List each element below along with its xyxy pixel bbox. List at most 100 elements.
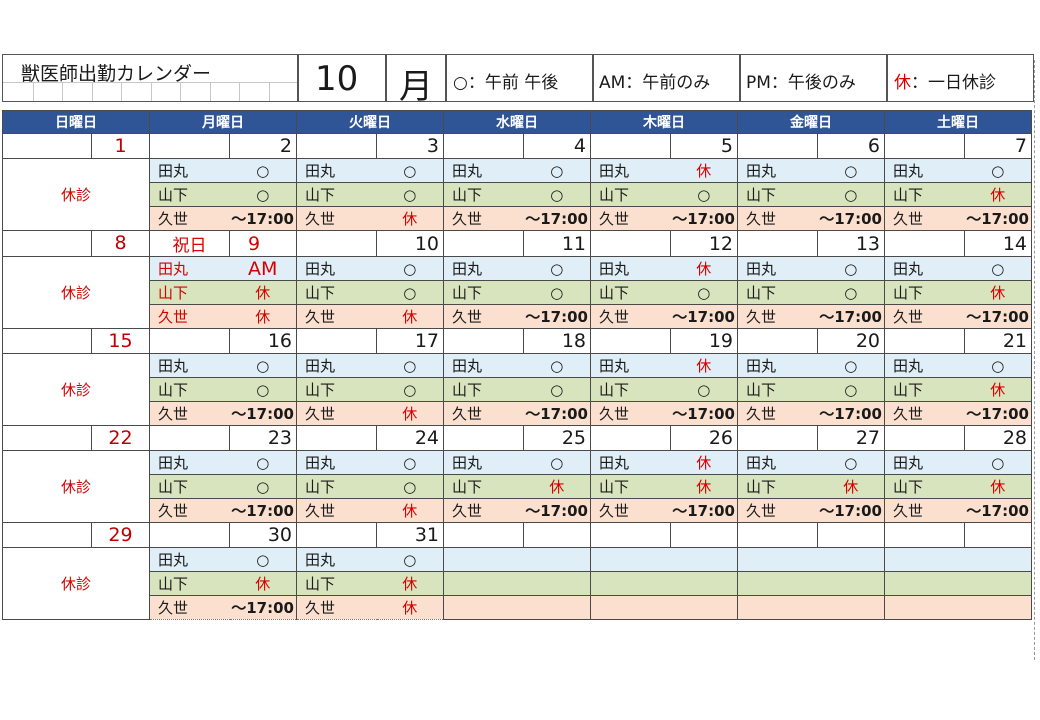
- doctor-name: 田丸: [737, 256, 818, 281]
- empty-cell: [590, 595, 738, 620]
- shift-value: ○: [670, 377, 738, 402]
- doctor-name: 田丸: [443, 450, 524, 475]
- date-blank-cell: [737, 230, 818, 257]
- doctor-name: 山下: [296, 280, 377, 305]
- shift-value: 休: [670, 450, 738, 475]
- sunday-closed-label: 休診: [2, 353, 150, 426]
- doctor-name: 田丸: [149, 158, 230, 183]
- date-blank-cell: [296, 425, 377, 451]
- weekday-sat: 土曜日: [884, 110, 1032, 134]
- empty-cell: [443, 571, 591, 596]
- date-blank-cell: [590, 522, 671, 548]
- legend-kyu-char: 休: [894, 73, 911, 93]
- shift-value: 休: [670, 353, 738, 378]
- legend-kyu: 休：一日休診: [894, 68, 996, 93]
- sunday-date-cell: 15: [2, 328, 150, 354]
- shift-value: ○: [817, 182, 885, 207]
- shift-value: ～17:00: [670, 206, 738, 231]
- sunday-date-cell: 29: [2, 522, 150, 548]
- shift-value: ～17:00: [523, 498, 591, 523]
- empty-cell: [884, 547, 1032, 572]
- date-number: 31: [376, 522, 444, 548]
- weekday-sun: 日曜日: [2, 110, 150, 134]
- date-number: 28: [964, 425, 1032, 451]
- shift-value: ○: [817, 450, 885, 475]
- month-kanji: 月: [399, 67, 433, 107]
- shift-value: ○: [817, 353, 885, 378]
- doctor-name: 山下: [737, 474, 818, 499]
- doctor-name: 田丸: [149, 547, 230, 572]
- weekday-header-row: 日曜日 月曜日 火曜日 水曜日 木曜日 金曜日 土曜日: [2, 110, 1032, 134]
- shift-value: ○: [964, 450, 1032, 475]
- doctor-name: 山下: [737, 182, 818, 207]
- title-box: 獣医師出勤カレンダー: [2, 54, 298, 102]
- date-number: 29: [108, 524, 133, 546]
- doctor-name: 山下: [884, 474, 965, 499]
- shift-row-tamaru: 休診 田丸 ○ 田丸 ○ 田丸 ○ 田丸休田丸 ○ 田丸 ○: [2, 353, 1032, 426]
- doctor-name: 山下: [149, 377, 230, 402]
- empty-cell: [884, 595, 1032, 620]
- date-number: 30: [229, 522, 297, 548]
- shift-value: 休: [376, 595, 444, 620]
- empty-cell: [590, 547, 738, 572]
- date-blank-cell: [884, 133, 965, 159]
- date-number: 14: [964, 230, 1032, 257]
- date-blank-cell: [737, 425, 818, 451]
- doctor-name: 田丸: [296, 450, 377, 475]
- doctor-name: 山下: [443, 182, 524, 207]
- doctor-name: 山下: [149, 182, 230, 207]
- shift-value: ○: [523, 182, 591, 207]
- empty-cell: [737, 571, 885, 596]
- shift-value: ○: [229, 547, 297, 572]
- date-number: 16: [229, 328, 297, 354]
- shift-value: ～17:00: [670, 304, 738, 329]
- shift-value: ～17:00: [817, 498, 885, 523]
- empty-cell: [443, 595, 591, 620]
- shift-value: ～17:00: [817, 304, 885, 329]
- doctor-name: 田丸: [884, 256, 965, 281]
- shift-value: ○: [964, 353, 1032, 378]
- shift-row-yamashita: 山下 ○ 山下 ○ 山下 ○ 山下 ○ 山下 ○ 山下休: [3, 182, 1032, 207]
- date-blank-cell: [737, 133, 818, 159]
- shift-value: ○: [670, 182, 738, 207]
- doctor-name: 山下: [590, 377, 671, 402]
- doctor-name: 久世: [737, 498, 818, 523]
- date-blank-cell: [296, 230, 377, 257]
- legend-am: AM：午前のみ: [599, 73, 711, 93]
- shift-value: ○: [376, 182, 444, 207]
- date-number: 18: [523, 328, 591, 354]
- shift-value: ○: [523, 450, 591, 475]
- doctor-name: 田丸: [296, 158, 377, 183]
- shift-row-kuse: 久世 ～17:00 久世休久世 ～17:00 久世 ～17:00 久世 ～17:00 久世 ～17…: [3, 498, 1032, 523]
- date-number: 20: [817, 328, 885, 354]
- doctor-name: 久世: [443, 206, 524, 231]
- date-number: 19: [670, 328, 738, 354]
- shift-value: 休: [523, 474, 591, 499]
- shift-value: ○: [229, 182, 297, 207]
- shift-value: ○: [817, 158, 885, 183]
- doctor-name: 久世: [296, 595, 377, 620]
- shift-value: ～17:00: [229, 595, 297, 620]
- shift-value: 休: [964, 182, 1032, 207]
- shift-value: 休: [376, 401, 444, 426]
- sunday-closed-label: 休診: [2, 547, 150, 620]
- date-blank-cell: [737, 328, 818, 354]
- holiday-label: 祝日: [172, 236, 207, 256]
- doctor-name: 田丸: [590, 450, 671, 475]
- empty-cell: [737, 595, 885, 620]
- date-number: 22: [108, 427, 133, 449]
- shift-value: ○: [817, 377, 885, 402]
- shift-value: ～17:00: [670, 498, 738, 523]
- doctor-name: 久世: [443, 304, 524, 329]
- doctor-name: 久世: [443, 498, 524, 523]
- doctor-name: 田丸: [296, 547, 377, 572]
- date-blank-cell: [590, 133, 671, 159]
- shift-value: ～17:00: [229, 401, 297, 426]
- doctor-name: 久世: [149, 304, 230, 329]
- shift-row-yamashita: 山下休山下 ○ 山下 ○ 山下 ○ 山下 ○ 山下休: [3, 280, 1032, 305]
- date-blank-cell: [296, 133, 377, 159]
- sunday-date-cell: 22: [2, 425, 150, 451]
- shift-value: 休: [229, 571, 297, 596]
- shift-value: ～17:00: [523, 304, 591, 329]
- doctor-name: 久世: [296, 498, 377, 523]
